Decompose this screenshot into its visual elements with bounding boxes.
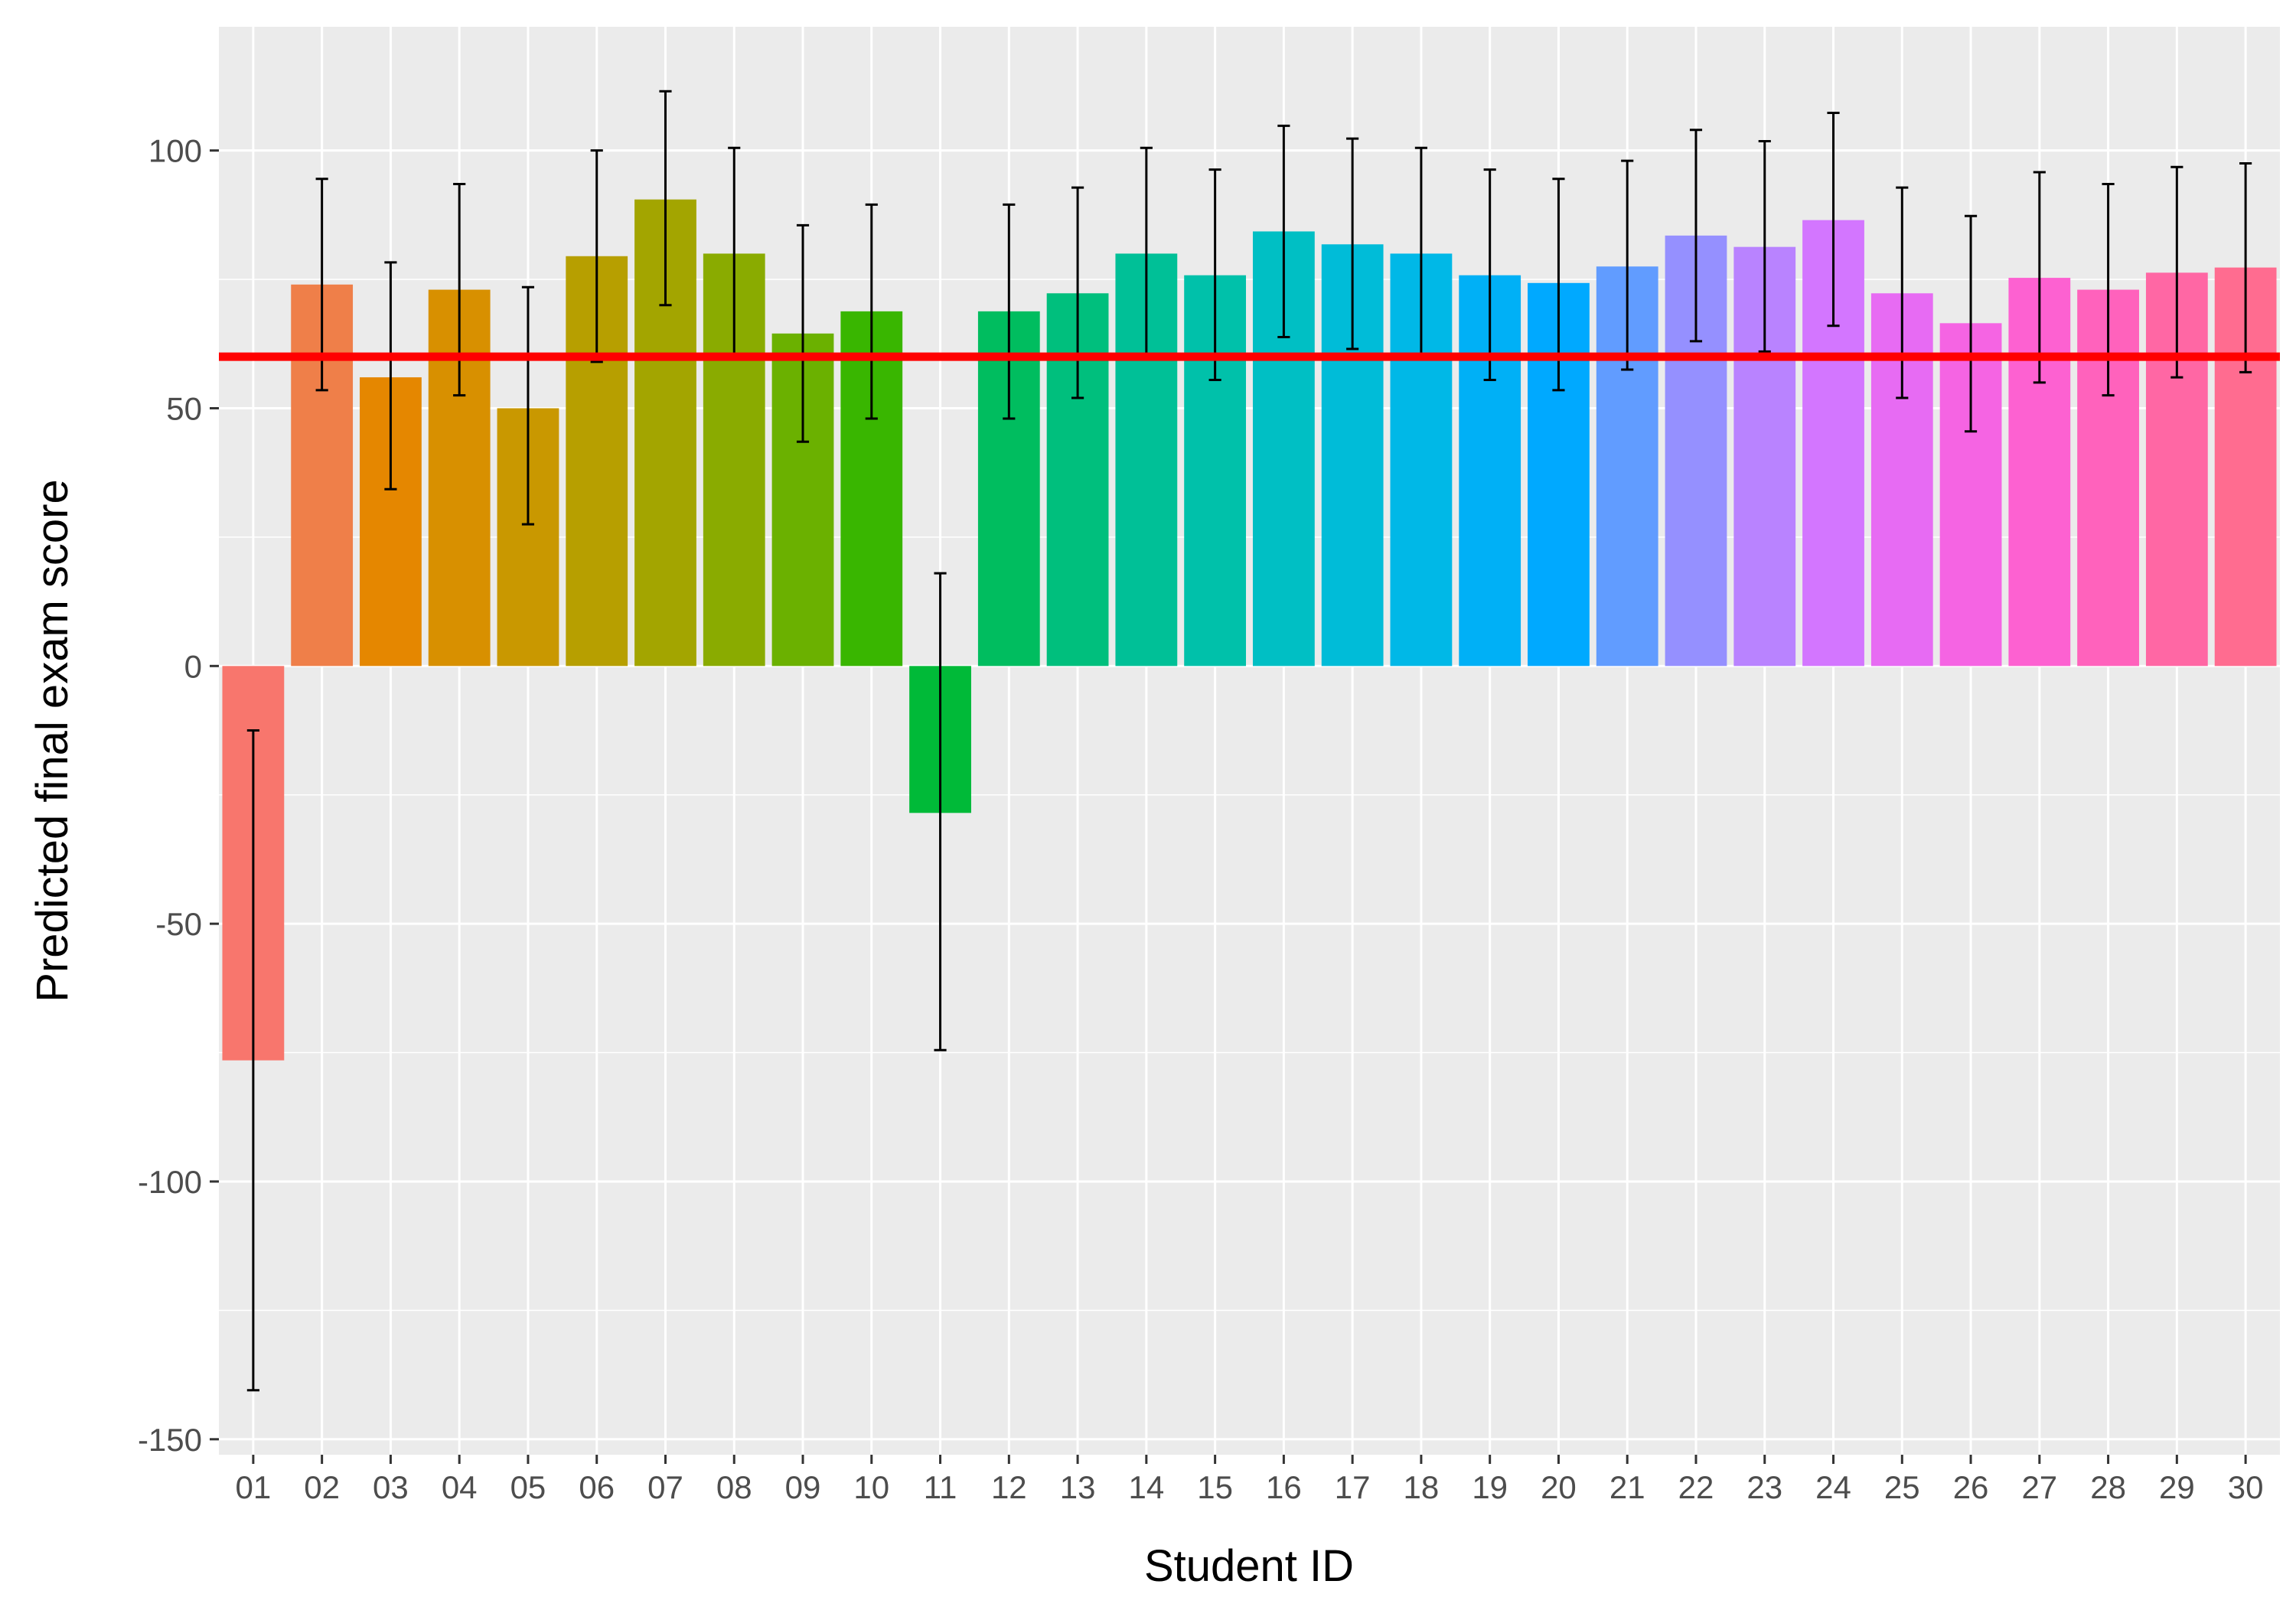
x-tick-label: 30 — [2228, 1469, 2264, 1505]
x-tick-label: 10 — [853, 1469, 889, 1505]
error-bar-30 — [2239, 162, 2252, 373]
x-tick-label: 24 — [1815, 1469, 1851, 1505]
x-tick-label: 07 — [647, 1469, 683, 1505]
x-tick-label: 22 — [1678, 1469, 1714, 1505]
x-axis-ticks: 01 02 03 04 05 06 07 08 09 10 11 12 13 14 15 16 17 18 19 20… — [236, 1455, 2264, 1505]
y-tick-label: -150 — [138, 1422, 202, 1458]
x-tick-label: 25 — [1884, 1469, 1920, 1505]
error-bar-15 — [1208, 168, 1221, 381]
error-bar-29 — [2170, 165, 2183, 379]
error-bar-19 — [1483, 168, 1496, 381]
error-bar-12 — [1003, 203, 1016, 420]
error-bar-06 — [590, 149, 603, 363]
y-axis-title: Predicted final exam score — [28, 479, 77, 1002]
y-tick-label: 0 — [184, 648, 202, 684]
error-bar-05 — [521, 285, 535, 526]
x-tick-label: 27 — [2021, 1469, 2057, 1505]
x-tick-label: 05 — [510, 1469, 546, 1505]
plot-panel — [219, 27, 2280, 1455]
y-tick-label: 50 — [166, 390, 202, 426]
x-tick-label: 12 — [991, 1469, 1027, 1505]
x-tick-label: 20 — [1541, 1469, 1577, 1505]
x-tick-label: 23 — [1746, 1469, 1782, 1505]
x-tick-label: 06 — [579, 1469, 615, 1505]
x-tick-label: 09 — [785, 1469, 821, 1505]
y-tick-label: -50 — [155, 906, 202, 942]
y-tick-label: 100 — [148, 133, 202, 169]
error-bar-13 — [1071, 186, 1084, 399]
x-tick-label: 19 — [1472, 1469, 1508, 1505]
error-bar-17 — [1346, 137, 1359, 350]
error-bar-11 — [934, 572, 947, 1051]
x-tick-label: 08 — [716, 1469, 752, 1505]
error-bar-23 — [1758, 140, 1771, 353]
x-tick-label: 14 — [1128, 1469, 1164, 1505]
x-tick-label: 29 — [2159, 1469, 2195, 1505]
x-tick-label: 17 — [1335, 1469, 1371, 1505]
error-bar-10 — [865, 203, 878, 420]
x-axis-title: Student ID — [1144, 1541, 1354, 1591]
error-bar-09 — [796, 223, 810, 443]
error-bar-21 — [1621, 159, 1634, 371]
y-tick-label: -100 — [138, 1164, 202, 1200]
error-bar-25 — [1896, 186, 1909, 399]
x-tick-label: 18 — [1404, 1469, 1440, 1505]
x-tick-label: 28 — [2090, 1469, 2126, 1505]
x-tick-label: 01 — [236, 1469, 272, 1505]
x-tick-label: 13 — [1060, 1469, 1096, 1505]
error-bar-24 — [1827, 111, 1840, 328]
error-bar-01 — [246, 729, 259, 1392]
error-bar-16 — [1277, 124, 1290, 339]
x-tick-label: 11 — [924, 1469, 957, 1505]
x-tick-label: 04 — [442, 1469, 478, 1505]
error-bar-27 — [2033, 171, 2046, 384]
error-bar-26 — [1964, 214, 1978, 433]
error-bar-22 — [1689, 129, 1703, 343]
x-tick-label: 15 — [1197, 1469, 1233, 1505]
x-tick-label: 26 — [1953, 1469, 1989, 1505]
x-tick-label: 03 — [373, 1469, 409, 1505]
y-axis-ticks: -150 -100 -50 0 50 100 — [138, 133, 219, 1458]
error-bar-07 — [659, 90, 672, 307]
error-bar-03 — [384, 261, 397, 491]
x-tick-label: 21 — [1609, 1469, 1645, 1505]
x-tick-label: 02 — [304, 1469, 340, 1505]
grid-minor — [219, 279, 2280, 1312]
x-tick-label: 16 — [1266, 1469, 1302, 1505]
